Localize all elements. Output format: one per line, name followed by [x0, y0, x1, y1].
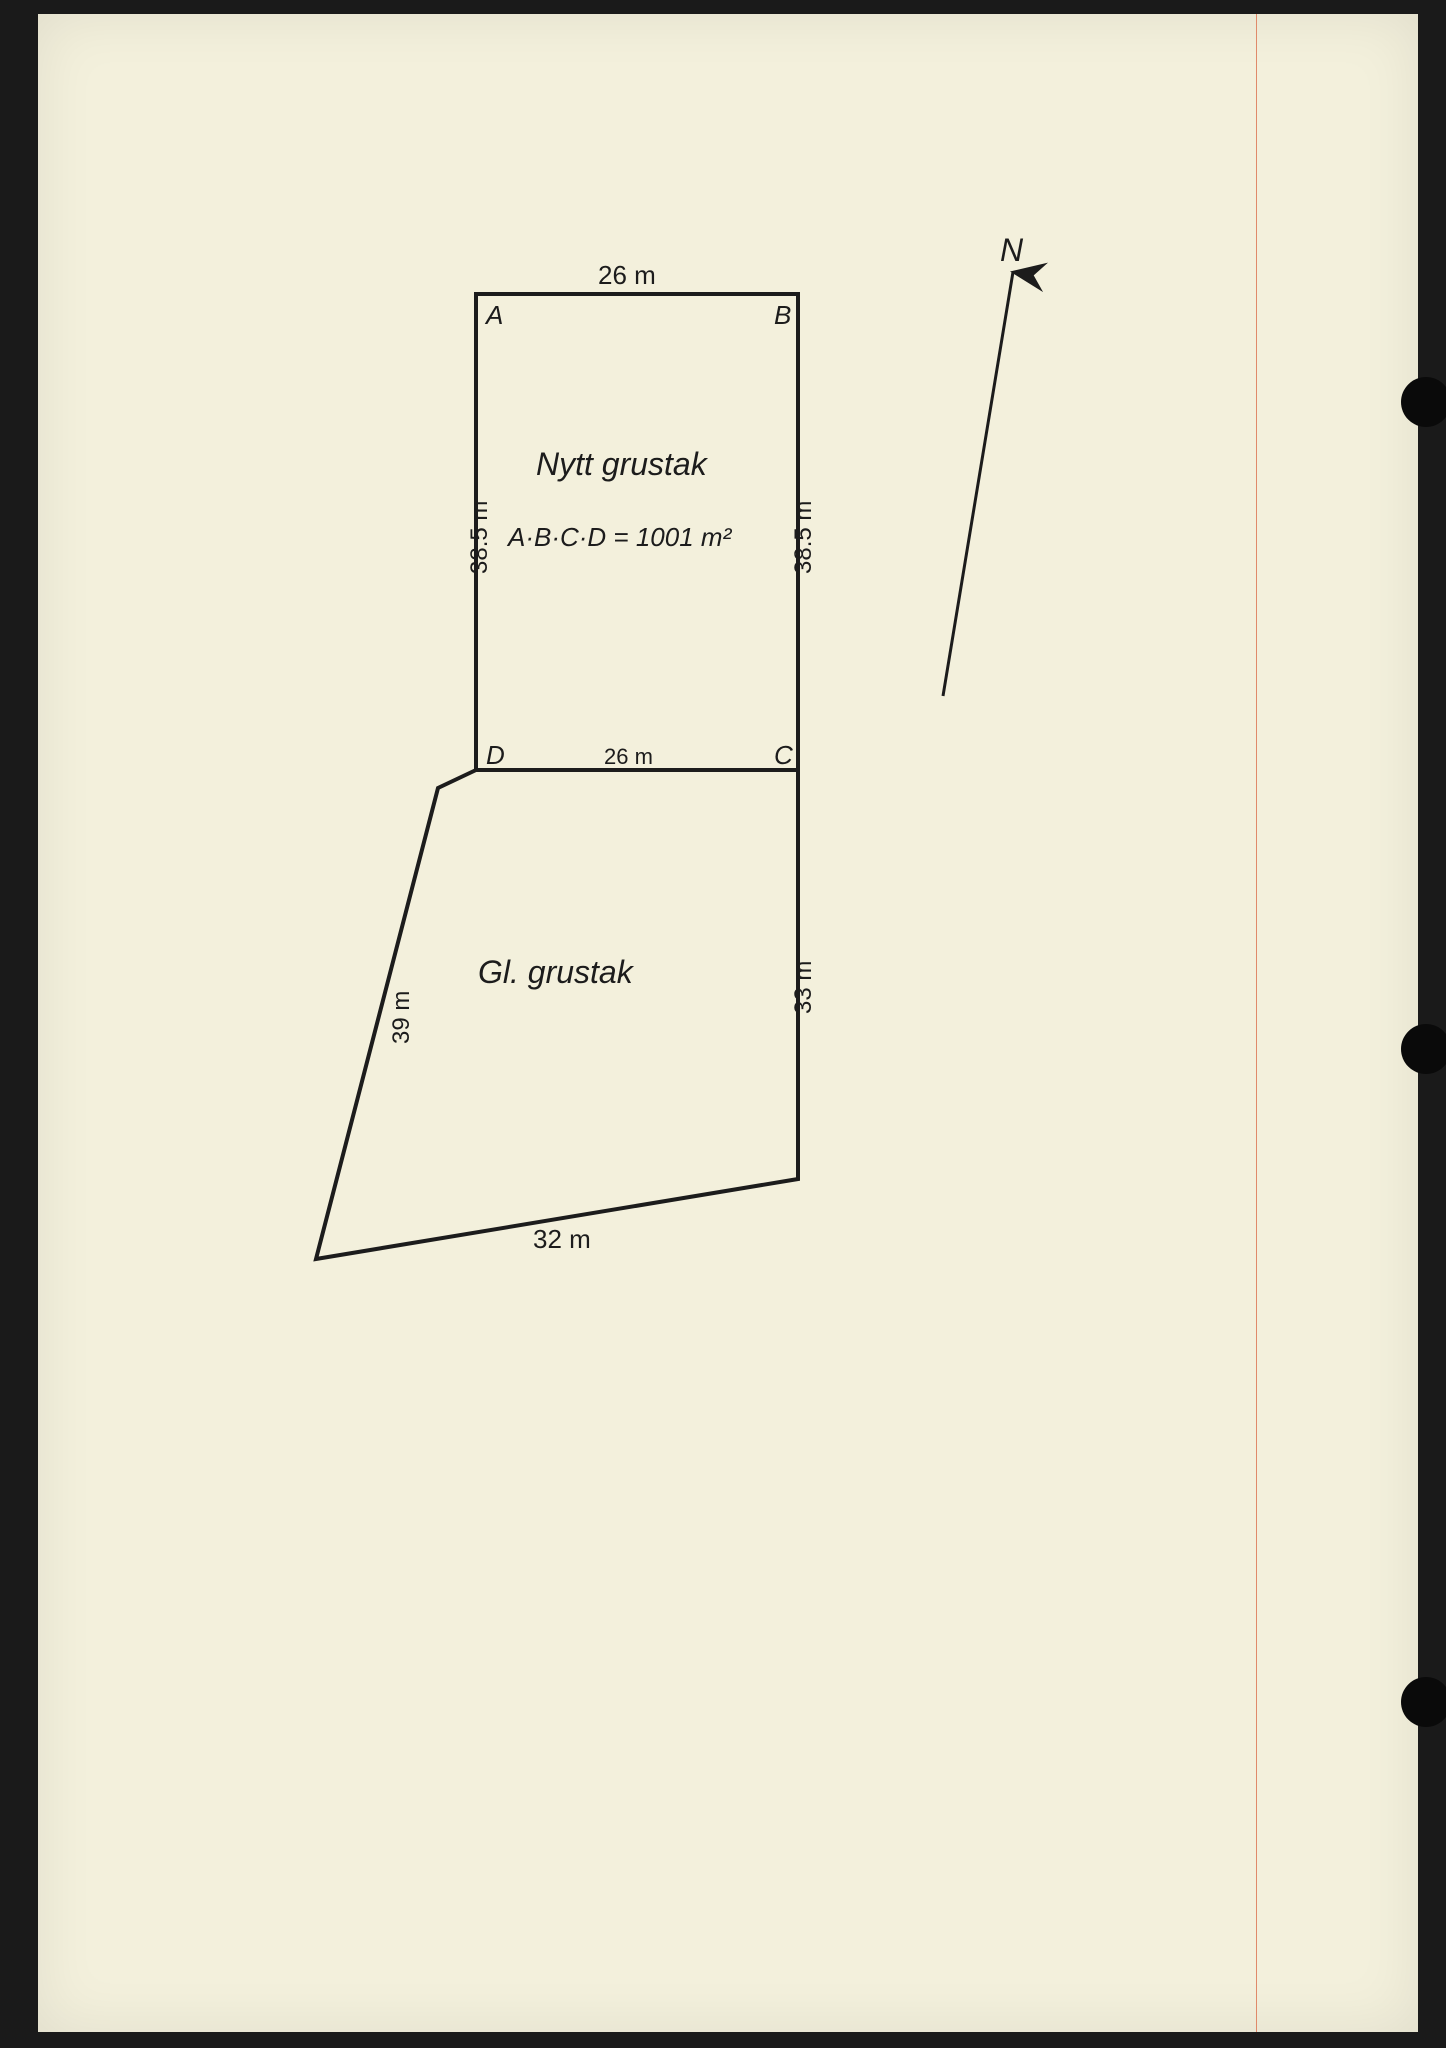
dim-top: 26 m: [598, 260, 656, 291]
dim-left-upper: 38.5 m: [466, 501, 494, 574]
corner-c: C: [774, 740, 793, 771]
dim-left-lower: 39 m: [388, 991, 416, 1044]
corner-b: B: [774, 300, 791, 331]
corner-d: D: [486, 740, 505, 771]
upper-region-area: A·B·C·D = 1001 m²: [508, 522, 731, 553]
north-label: N: [1000, 232, 1023, 269]
upper-region-title: Nytt grustak: [536, 446, 707, 483]
dim-bottom: 32 m: [533, 1224, 591, 1255]
survey-diagram: [38, 14, 1418, 2032]
corner-a: A: [486, 300, 503, 331]
document-page: N A B C D 26 m 26 m 32 m 38.5 m 38.5 m 3…: [38, 14, 1418, 2032]
north-arrow: [943, 272, 1013, 696]
dim-right-upper: 38.5 m: [790, 501, 818, 574]
dim-right-lower: 33 m: [790, 961, 818, 1014]
dim-mid: 26 m: [604, 744, 653, 770]
lower-region-title: Gl. grustak: [478, 954, 633, 991]
